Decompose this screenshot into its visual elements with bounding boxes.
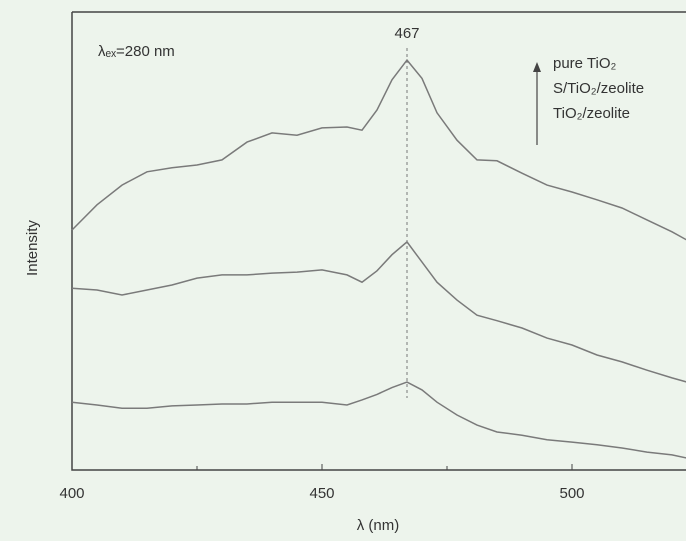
legend-label: S/TiO₂/zeolite [553, 80, 644, 97]
series-line [71, 240, 686, 383]
peak-label: 467 [394, 25, 419, 42]
x-tick-label: 400 [59, 485, 84, 502]
annotation: λₑₓ=280 nm [98, 43, 175, 60]
x-tick-label: 450 [309, 485, 334, 502]
legend-label: pure TiO₂ [553, 55, 617, 72]
y-axis-label: Intensity [24, 220, 41, 276]
x-axis-label: λ (nm) [357, 517, 400, 534]
series-line [71, 381, 686, 459]
series-line [71, 58, 686, 241]
legend-arrow-head [533, 62, 541, 72]
legend-label: TiO₂/zeolite [553, 105, 630, 122]
x-tick-label: 500 [559, 485, 584, 502]
